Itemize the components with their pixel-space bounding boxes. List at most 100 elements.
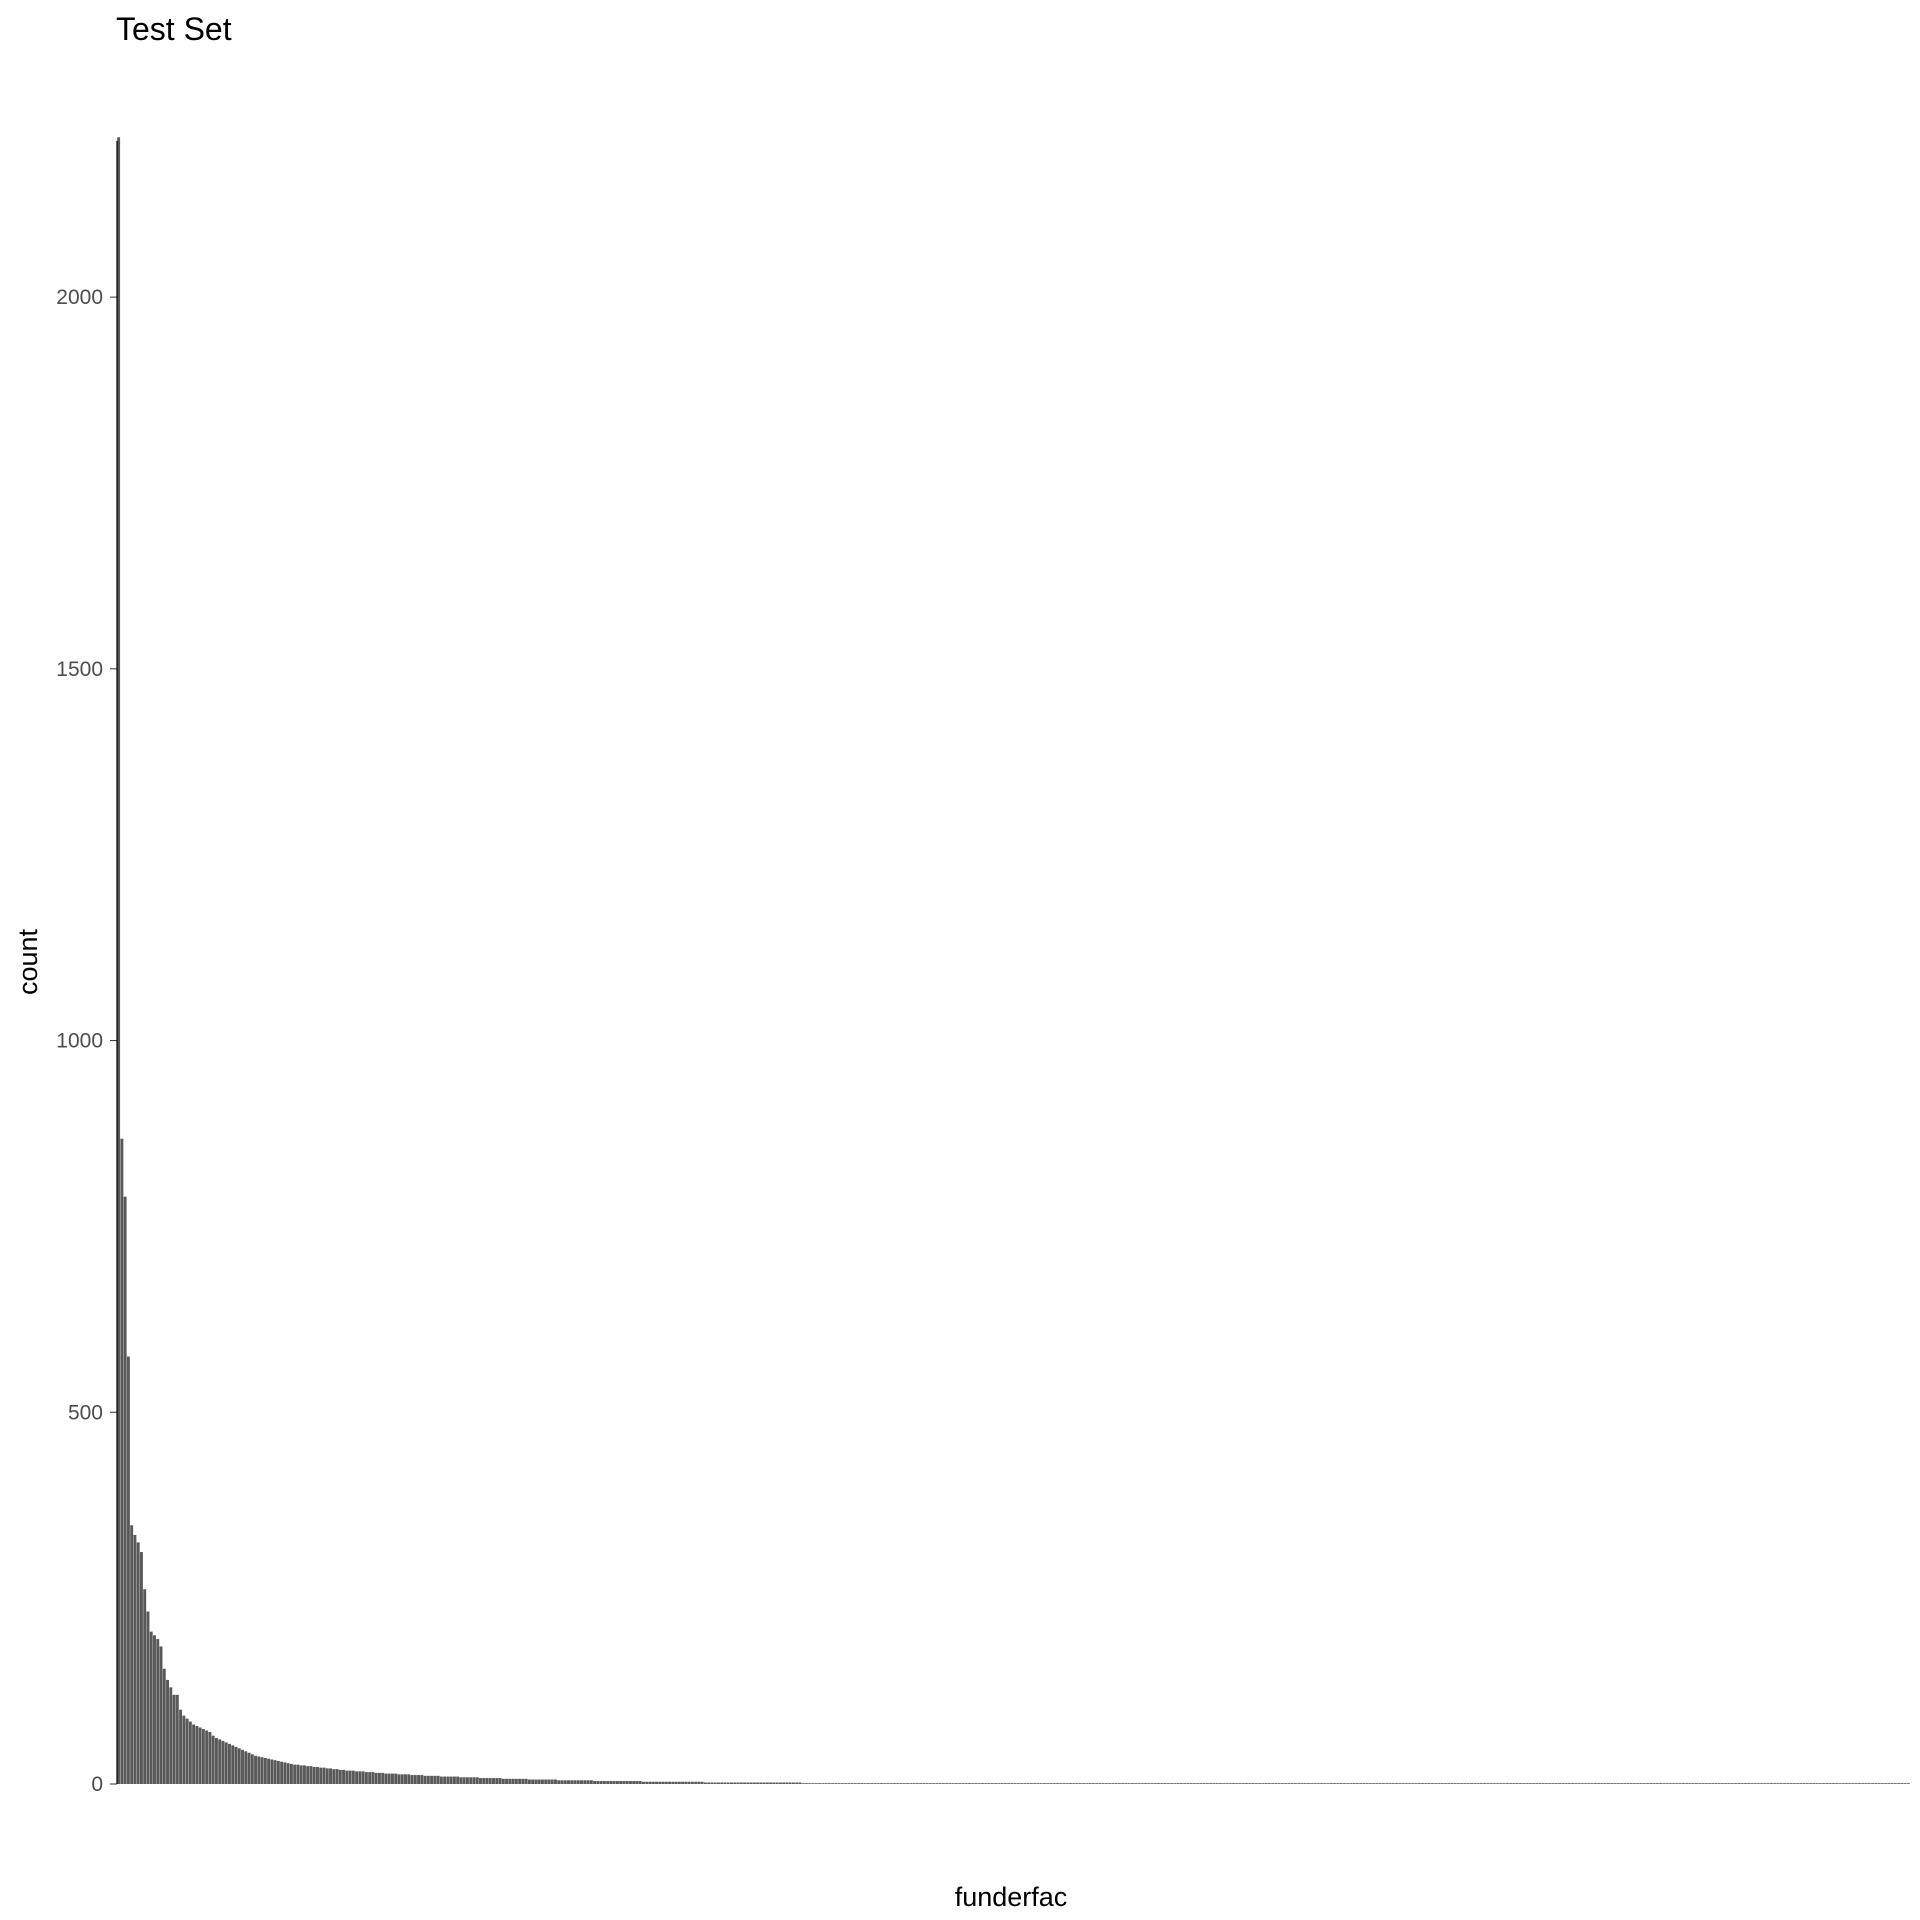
bar	[912, 1783, 916, 1784]
bar	[306, 1766, 310, 1784]
bar	[214, 1737, 218, 1784]
bar	[1440, 1783, 1444, 1784]
bar	[410, 1775, 414, 1784]
bar	[580, 1780, 584, 1784]
bar	[1408, 1783, 1412, 1784]
bar	[257, 1756, 261, 1784]
bar	[567, 1780, 570, 1784]
bar	[798, 1782, 802, 1784]
bar	[1121, 1783, 1125, 1784]
bar	[1783, 1783, 1786, 1784]
bar	[1861, 1783, 1865, 1784]
bar	[1776, 1783, 1780, 1784]
bar	[707, 1782, 711, 1784]
bar	[791, 1782, 795, 1784]
bar	[1111, 1783, 1115, 1784]
bar	[899, 1783, 903, 1784]
bar	[602, 1781, 606, 1784]
bar	[1144, 1783, 1147, 1784]
bar	[1457, 1783, 1460, 1784]
bar	[1695, 1783, 1698, 1784]
bar	[1183, 1783, 1187, 1784]
bar	[889, 1783, 893, 1784]
bar	[1871, 1783, 1874, 1784]
bar	[1606, 1783, 1610, 1784]
bar	[1721, 1783, 1725, 1784]
bar	[1098, 1783, 1102, 1784]
bar	[1675, 1783, 1679, 1784]
bar	[1812, 1783, 1816, 1784]
bar	[668, 1781, 672, 1784]
bar	[593, 1781, 597, 1784]
bar	[1258, 1783, 1262, 1784]
bar	[1505, 1783, 1509, 1784]
bar	[1841, 1783, 1845, 1784]
bar	[1900, 1783, 1904, 1784]
bar	[1173, 1783, 1177, 1784]
bar	[589, 1780, 593, 1784]
bar	[1633, 1783, 1636, 1784]
bar	[280, 1761, 284, 1784]
bar	[501, 1778, 505, 1784]
bar	[1502, 1783, 1506, 1784]
bar	[1681, 1783, 1685, 1784]
bar	[638, 1781, 642, 1784]
bar	[1127, 1783, 1131, 1784]
bar	[971, 1783, 975, 1784]
bar	[149, 1631, 153, 1784]
bar	[413, 1775, 417, 1784]
bar	[599, 1781, 603, 1784]
bar	[397, 1774, 401, 1784]
bar	[1489, 1783, 1493, 1784]
bar	[368, 1772, 372, 1784]
bar	[417, 1775, 421, 1784]
bar	[443, 1776, 447, 1784]
bar	[1492, 1783, 1496, 1784]
bar	[1072, 1783, 1076, 1784]
bar	[730, 1782, 733, 1784]
bar	[1743, 1783, 1747, 1784]
bar	[765, 1782, 769, 1784]
bar	[218, 1739, 222, 1784]
bar	[1212, 1783, 1216, 1784]
bar	[1329, 1783, 1333, 1784]
bar	[1365, 1783, 1369, 1784]
bar	[772, 1782, 776, 1784]
bar	[1509, 1783, 1513, 1784]
bar	[309, 1766, 313, 1784]
bar	[997, 1783, 1001, 1784]
bar	[1056, 1783, 1059, 1784]
bar	[974, 1783, 978, 1784]
bar	[1799, 1783, 1803, 1784]
bar	[1450, 1783, 1454, 1784]
bar	[651, 1781, 655, 1784]
bar	[342, 1769, 346, 1784]
bar	[374, 1772, 378, 1784]
bar	[759, 1782, 763, 1784]
bar	[736, 1782, 740, 1784]
bar	[1642, 1783, 1646, 1784]
bar	[1662, 1783, 1666, 1784]
bar	[1277, 1783, 1281, 1784]
bar	[452, 1776, 456, 1784]
bar	[1463, 1783, 1467, 1784]
bar	[1528, 1783, 1532, 1784]
bar	[153, 1635, 156, 1784]
bar	[1219, 1783, 1222, 1784]
bar	[201, 1728, 205, 1784]
bar	[436, 1775, 440, 1784]
bar	[221, 1740, 225, 1784]
bar	[505, 1778, 509, 1784]
bar	[583, 1780, 587, 1784]
bar	[547, 1779, 551, 1784]
bar	[325, 1768, 329, 1784]
bar	[485, 1778, 489, 1784]
bar	[645, 1781, 649, 1784]
bar	[1280, 1783, 1284, 1784]
bar	[430, 1775, 434, 1784]
bar	[1580, 1783, 1584, 1784]
bar	[498, 1778, 502, 1784]
bar	[322, 1767, 326, 1784]
bar	[1007, 1783, 1011, 1784]
bar	[1835, 1783, 1839, 1784]
